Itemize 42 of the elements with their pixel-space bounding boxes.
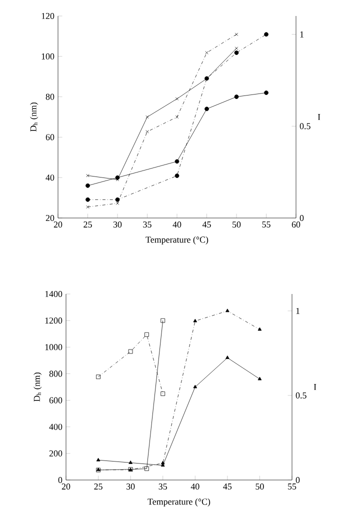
y-tick-label: 0	[58, 476, 62, 484]
y2-tick-label: 0.5	[300, 123, 310, 130]
y-tick-label: 600	[49, 397, 62, 404]
y2-axis-title: I	[318, 114, 320, 120]
y2-tick-label: 0	[296, 476, 300, 484]
x-tick-label: 45	[202, 222, 211, 228]
x-tick-label: 40	[190, 484, 200, 490]
x-axis-title: Temperature (°C)	[148, 498, 210, 507]
y-tick-label: 40	[46, 174, 54, 181]
x-tick-label: 30	[126, 484, 135, 490]
y2-tick-label: 1	[296, 308, 300, 314]
x-tick-label: 45	[223, 484, 232, 490]
x-tick-label: 55	[288, 484, 296, 490]
y-tick-label: 120	[42, 12, 54, 20]
x-tick-label: 50	[256, 484, 264, 490]
x-tick-label: 40	[172, 222, 182, 228]
y-tick-label: 200	[49, 450, 62, 456]
x-tick-label: 25	[94, 484, 102, 490]
y-tick-label: 80	[46, 94, 54, 100]
x-tick-label: 35	[158, 484, 167, 490]
y2-tick-label: 0.5	[296, 392, 306, 398]
y-tick-label: 1200	[45, 318, 62, 324]
y-tick-label: 1400	[45, 290, 62, 298]
y-tick-label: 100	[42, 53, 54, 60]
y-axis-title: D$_{h}$ (nm)	[34, 372, 42, 402]
x-tick-label: 30	[113, 222, 122, 228]
y-tick-label: 400	[49, 424, 62, 430]
x-tick-label: 35	[143, 222, 152, 228]
y2-tick-label: 0	[300, 214, 304, 222]
y-tick-label: 800	[49, 370, 62, 377]
y-tick-label: 60	[46, 134, 54, 140]
x-tick-label: 55	[262, 222, 270, 228]
y2-tick-label: 1	[300, 31, 304, 38]
x-axis-title: Temperature (°C)	[146, 236, 208, 245]
x-tick-label: 50	[232, 222, 241, 228]
y-tick-label: 1000	[45, 344, 62, 350]
x-tick-label: 60	[292, 222, 300, 228]
x-tick-label: 25	[84, 222, 92, 228]
y-tick-label: 20	[46, 214, 54, 222]
y2-axis-title: I	[314, 384, 316, 390]
x-tick-label: 20	[62, 484, 70, 490]
y-axis-title: D$_{h}$ (nm)	[30, 102, 38, 132]
